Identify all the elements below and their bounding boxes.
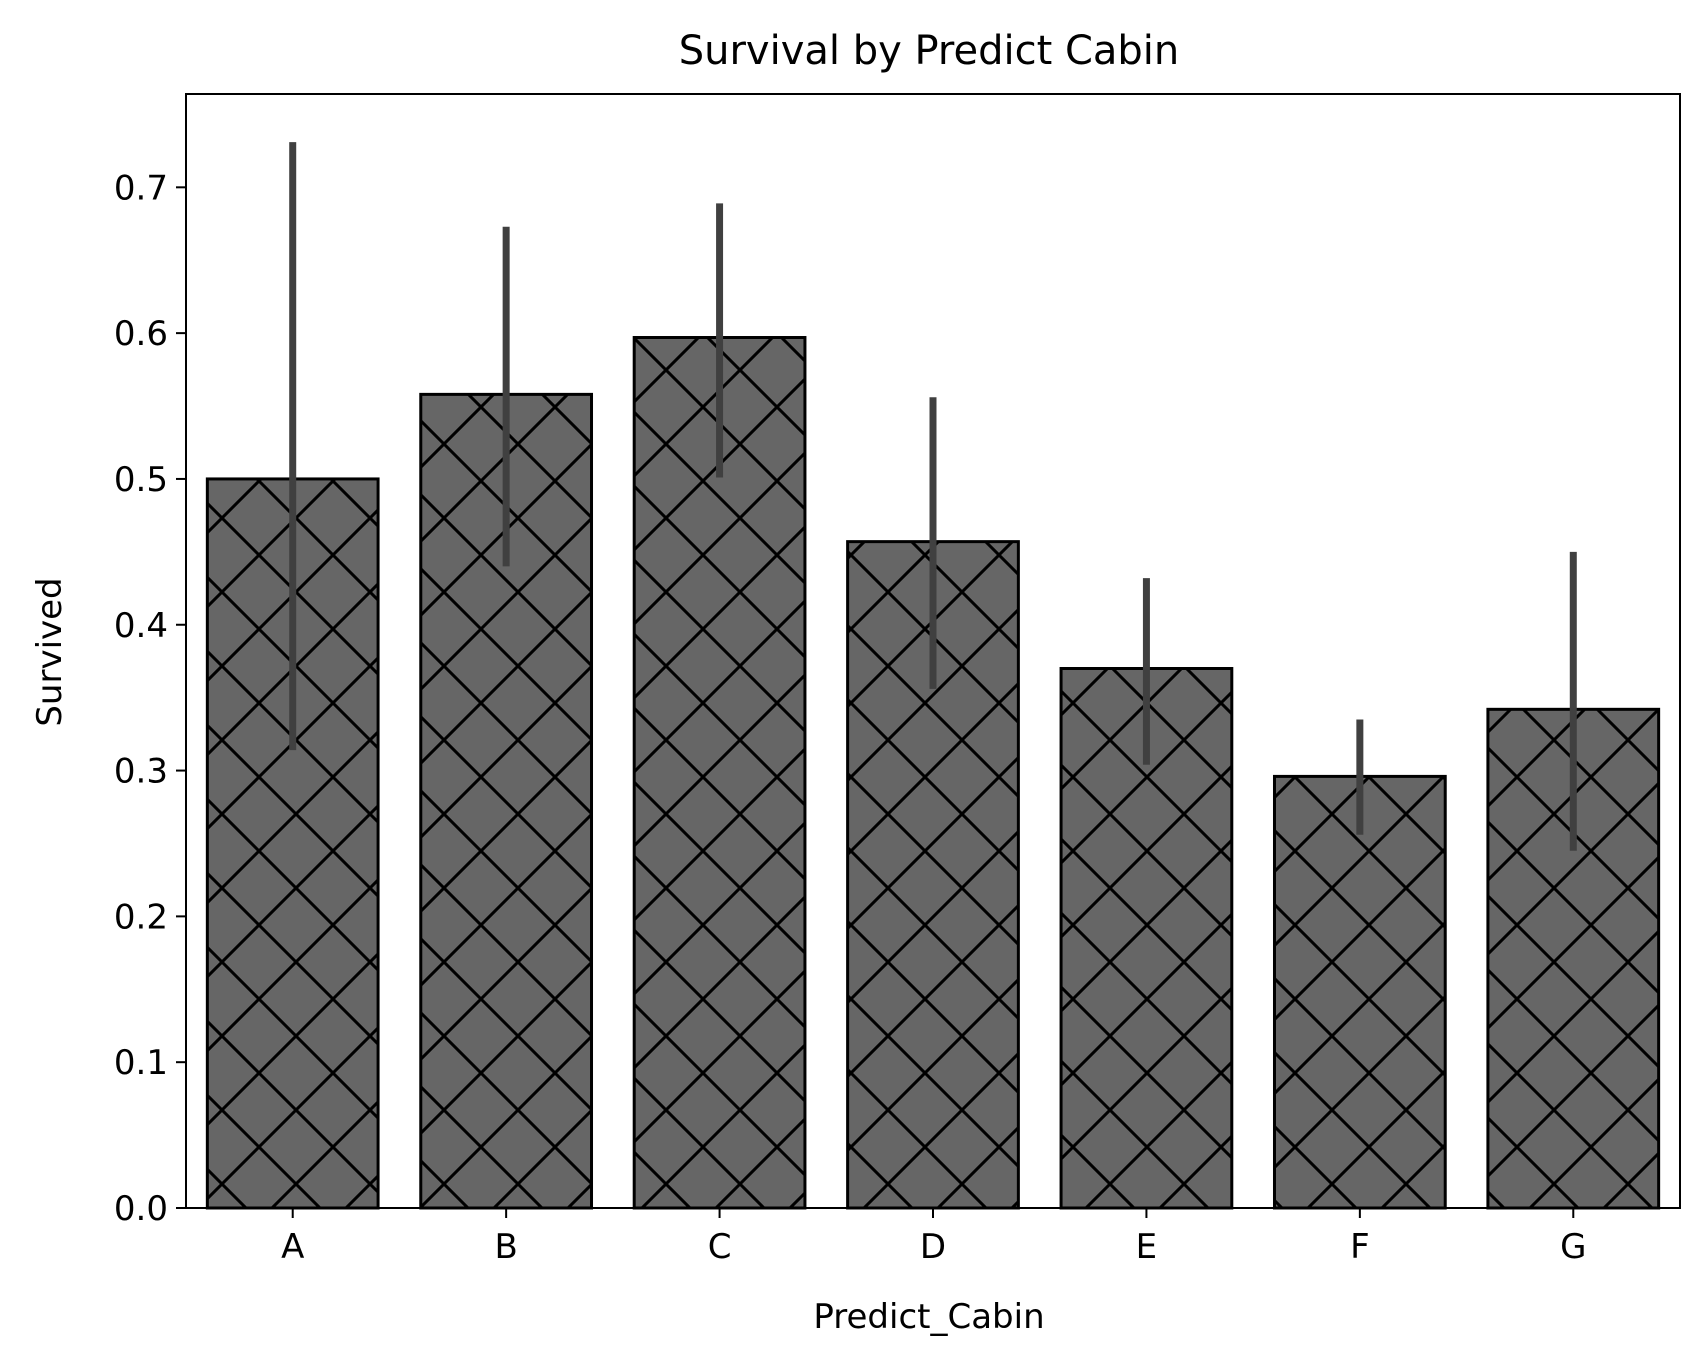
y-tick-label: 0.7 [114, 168, 168, 208]
x-tick-label: D [920, 1227, 946, 1267]
bar-F [1272, 774, 1447, 1210]
x-tick-label: C [708, 1227, 732, 1267]
y-tick-label: 0.1 [114, 1043, 168, 1083]
bars-layer [205, 336, 1661, 1210]
y-tick-label: 0.0 [114, 1189, 168, 1229]
x-tick-label: G [1560, 1227, 1586, 1267]
y-tick-label: 0.4 [114, 606, 168, 646]
axes-frame [185, 93, 1681, 1209]
axes-layer: A B C D E F G 0.0 0.1 0.2 0.3 0.4 0.5 0.6 0.7 [114, 93, 1681, 1267]
x-axis-label: Predict_Cabin [813, 1297, 1044, 1337]
y-tick-label: 0.6 [114, 314, 168, 354]
x-tick-label: F [1350, 1227, 1370, 1267]
x-tick-label: B [494, 1227, 517, 1267]
error-bars-layer [289, 142, 1577, 851]
y-axis-label: Survived [30, 577, 70, 726]
y-tick-label: 0.3 [114, 752, 168, 792]
chart-title: Survival by Predict Cabin [679, 28, 1180, 74]
y-tick-label: 0.2 [114, 897, 168, 937]
x-tick-label: E [1136, 1227, 1157, 1267]
y-tick-label: 0.5 [114, 460, 168, 500]
bar-C [632, 336, 807, 1210]
x-tick-label: A [281, 1227, 304, 1267]
